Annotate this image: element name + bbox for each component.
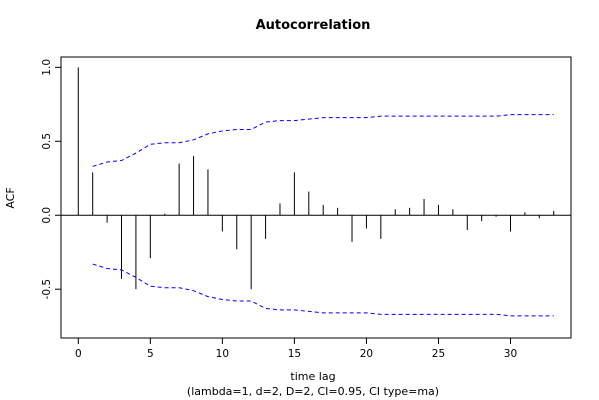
x-tick-label-25: 25 (432, 348, 445, 360)
chart-title: Autocorrelation (256, 18, 371, 33)
y-axis: -0.5 0.0 0.5 1.0 (41, 59, 61, 299)
acf-bars (77, 67, 555, 290)
x-tick-label-30: 30 (504, 348, 517, 360)
ci-upper-line (92, 114, 554, 167)
ci-lower-line (92, 263, 554, 317)
y-tick-label-1: 0.0 (41, 207, 53, 224)
x-tick-label-10: 10 (216, 348, 229, 360)
x-axis: 0 5 10 15 20 25 30 (75, 338, 517, 360)
plot-frame (60, 56, 572, 339)
y-axis-label: ACF (4, 187, 17, 208)
x-tick-label-15: 15 (288, 348, 301, 360)
y-tick-label-2: 0.5 (41, 133, 53, 150)
x-axis-label: time lag (290, 370, 335, 383)
x-tick-label-20: 20 (360, 348, 373, 360)
y-tick-label-3: 1.0 (41, 59, 53, 76)
x-tick-label-5: 5 (147, 348, 154, 360)
y-tick-label-0: -0.5 (41, 279, 53, 300)
chart-subtitle: (lambda=1, d=2, D=2, CI=0.95, CI type=ma… (187, 385, 439, 398)
confidence-bands (92, 114, 554, 317)
x-tick-label-0: 0 (75, 348, 82, 360)
